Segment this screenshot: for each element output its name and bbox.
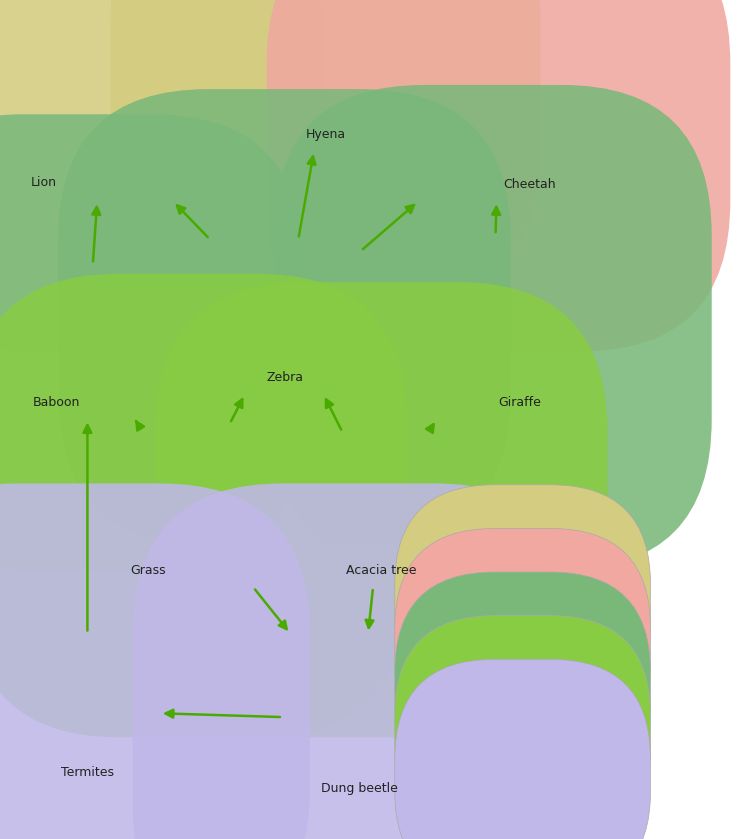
FancyBboxPatch shape xyxy=(395,529,650,760)
Text: Acacia tree: Acacia tree xyxy=(346,565,417,577)
FancyBboxPatch shape xyxy=(266,0,731,352)
FancyBboxPatch shape xyxy=(132,483,586,839)
Text: Baboon: Baboon xyxy=(33,397,80,409)
FancyBboxPatch shape xyxy=(395,485,650,717)
Text: Lion: Lion xyxy=(31,176,57,189)
FancyBboxPatch shape xyxy=(155,282,608,737)
FancyBboxPatch shape xyxy=(0,0,325,352)
FancyBboxPatch shape xyxy=(110,0,541,301)
FancyBboxPatch shape xyxy=(395,572,650,804)
FancyBboxPatch shape xyxy=(395,659,650,839)
FancyBboxPatch shape xyxy=(0,483,310,839)
Text: Dung beetle: Dung beetle xyxy=(321,783,397,795)
Text: Cheetah: Cheetah xyxy=(503,179,556,191)
Text: Zebra: Zebra xyxy=(266,372,303,384)
Text: Giraffe: Giraffe xyxy=(498,397,541,409)
Text: Termites: Termites xyxy=(61,766,114,779)
FancyBboxPatch shape xyxy=(274,85,712,570)
FancyBboxPatch shape xyxy=(58,89,511,545)
FancyBboxPatch shape xyxy=(0,274,407,737)
FancyBboxPatch shape xyxy=(395,616,650,839)
Text: Grass: Grass xyxy=(130,565,166,577)
FancyBboxPatch shape xyxy=(0,114,303,570)
Text: Hyena: Hyena xyxy=(306,128,345,141)
